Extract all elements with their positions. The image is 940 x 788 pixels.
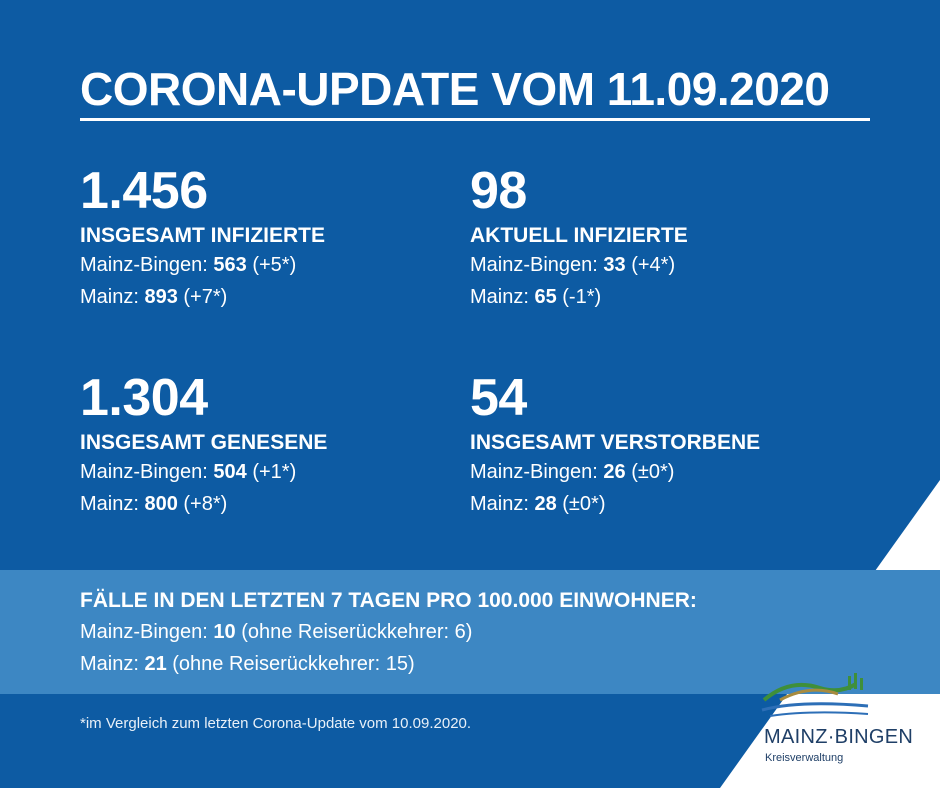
- stat-label: INSGESAMT GENESENE: [80, 431, 328, 454]
- stat-label: INSGESAMT VERSTORBENE: [470, 431, 761, 454]
- incidence-band: FÄLLE IN DEN LETZTEN 7 TAGEN PRO 100.000…: [0, 570, 940, 694]
- stat-line-mainz: Mainz: 28 (±0*): [470, 493, 606, 515]
- incidence-line-mainz: Mainz: 21 (ohne Reiserückkehrer: 15): [80, 653, 415, 675]
- stat-currently-infected: 98 AKTUELL INFIZIERTE Mainz-Bingen: 33 (…: [470, 163, 850, 313]
- stat-line-mainz-bingen: Mainz-Bingen: 504 (+1*): [80, 461, 297, 483]
- footnote: *im Vergleich zum letzten Corona-Update …: [80, 715, 472, 732]
- stat-line-mainz-bingen: Mainz-Bingen: 563 (+5*): [80, 254, 297, 276]
- stat-total-recovered: 1.304 INSGESAMT GENESENE Mainz-Bingen: 5…: [80, 370, 460, 520]
- incidence-heading: FÄLLE IN DEN LETZTEN 7 TAGEN PRO 100.000…: [80, 589, 697, 612]
- stat-line-mainz: Mainz: 893 (+7*): [80, 286, 228, 308]
- stat-label: INSGESAMT INFIZIERTE: [80, 224, 326, 247]
- stat-label: AKTUELL INFIZIERTE: [470, 224, 688, 247]
- stat-total-deceased: 54 INSGESAMT VERSTORBENE Mainz-Bingen: 2…: [470, 370, 850, 520]
- stat-line-mainz: Mainz: 800 (+8*): [80, 493, 228, 515]
- page-title: CORONA-UPDATE VOM 11.09.2020: [80, 62, 870, 121]
- landscape-logo-icon: [761, 673, 869, 717]
- incidence-line-mainz-bingen: Mainz-Bingen: 10 (ohne Reiserückkehrer: …: [80, 621, 473, 643]
- stat-total-infected: 1.456 INSGESAMT INFIZIERTE Mainz-Bingen:…: [80, 163, 460, 313]
- stat-value: 1.456: [80, 162, 208, 220]
- mainz-bingen-logo: MAINZ·BINGEN Kreisverwaltung: [760, 670, 930, 764]
- logo-subtitle: Kreisverwaltung: [765, 752, 844, 764]
- logo-name: MAINZ·BINGEN: [764, 726, 914, 748]
- stat-line-mainz: Mainz: 65 (-1*): [470, 286, 602, 308]
- stat-value: 98: [470, 162, 527, 220]
- stat-line-mainz-bingen: Mainz-Bingen: 33 (+4*): [470, 254, 676, 276]
- stat-value: 1.304: [80, 369, 208, 427]
- stat-line-mainz-bingen: Mainz-Bingen: 26 (±0*): [470, 461, 675, 483]
- stat-value: 54: [470, 369, 527, 427]
